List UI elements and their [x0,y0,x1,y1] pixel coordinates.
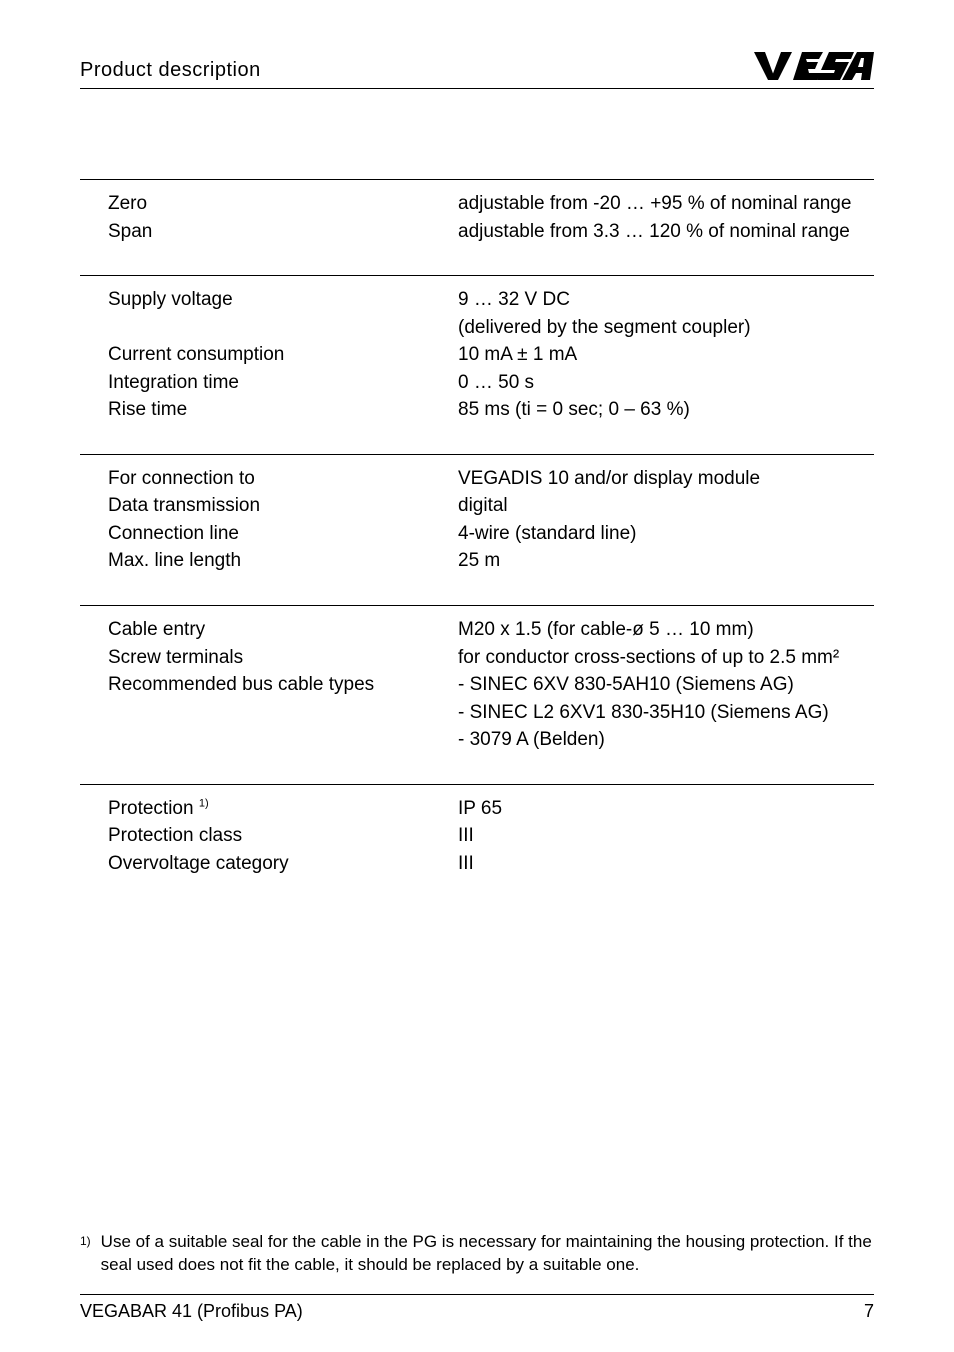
spec-row: Data transmissiondigital [108,492,874,520]
spec-value: 4-wire (standard line) [458,520,874,548]
spec-value: VEGADIS 10 and/or display module [458,465,874,493]
spec-row: Protection 1)IP 65 [108,795,874,823]
spec-label: Supply voltage [108,286,458,314]
spec-label: Screw terminals [108,644,458,672]
spec-row: Screw terminalsfor conductor cross-secti… [108,644,874,672]
spec-label [108,314,458,342]
spec-label: Current consumption [108,341,458,369]
spec-label [108,699,458,727]
spec-label: For connection to [108,465,458,493]
spec-label: Connection line [108,520,458,548]
spec-label: Rise time [108,396,458,424]
spec-value: adjustable from -20 … +95 % of nominal r… [458,190,874,218]
spec-sections: Zeroadjustable from -20 … +95 % of nomin… [80,179,874,907]
spec-row: - 3079 A (Belden) [108,726,874,754]
footnote: 1) Use of a suitable seal for the cable … [80,1231,874,1277]
spec-label: Protection 1) [108,795,458,823]
spec-section: For connection toVEGADIS 10 and/or displ… [80,454,874,605]
header-title: Product description [80,59,261,82]
spec-row: Connection line4-wire (standard line) [108,520,874,548]
spec-value: 0 … 50 s [458,369,874,397]
spec-row: Protection classIII [108,822,874,850]
spec-row: Rise time85 ms (ti = 0 sec; 0 – 63 %) [108,396,874,424]
spec-label: Span [108,218,458,246]
spec-value: adjustable from 3.3 … 120 % of nominal r… [458,218,874,246]
footer-left: VEGABAR 41 (Profibus PA) [80,1301,303,1322]
spec-value: III [458,850,874,878]
spec-value: 10 mA ± 1 mA [458,341,874,369]
spec-label: Recommended bus cable types [108,671,458,699]
footnote-area: 1) Use of a suitable seal for the cable … [80,1231,874,1277]
footer-page-number: 7 [864,1301,874,1322]
spec-row: Current consumption10 mA ± 1 mA [108,341,874,369]
spec-row: For connection toVEGADIS 10 and/or displ… [108,465,874,493]
spec-row: Spanadjustable from 3.3 … 120 % of nomin… [108,218,874,246]
spec-row: (delivered by the segment coupler) [108,314,874,342]
spec-value: - 3079 A (Belden) [458,726,874,754]
spec-label-sup: 1) [199,797,209,809]
spec-row: Supply voltage9 … 32 V DC [108,286,874,314]
spec-section: Cable entryM20 x 1.5 (for cable-ø 5 … 10… [80,605,874,784]
page-footer: VEGABAR 41 (Profibus PA) 7 [80,1294,874,1322]
document-page: Product description Zeroadjustable from … [0,0,954,1352]
footnote-marker: 1) [80,1233,91,1277]
spec-section: Supply voltage9 … 32 V DC(delivered by t… [80,275,874,454]
spec-value: IP 65 [458,795,874,823]
spec-label: Overvoltage category [108,850,458,878]
spec-row: Cable entryM20 x 1.5 (for cable-ø 5 … 10… [108,616,874,644]
spec-row: Max. line length25 m [108,547,874,575]
spec-section: Zeroadjustable from -20 … +95 % of nomin… [80,179,874,275]
page-header: Product description [80,50,874,89]
footnote-text: Use of a suitable seal for the cable in … [101,1231,874,1277]
spec-value: digital [458,492,874,520]
vega-logo [754,50,874,82]
spec-label: Cable entry [108,616,458,644]
spec-value: - SINEC 6XV 830-5AH10 (Siemens AG) [458,671,874,699]
spec-label: Zero [108,190,458,218]
spec-label: Data transmission [108,492,458,520]
spec-row: Overvoltage categoryIII [108,850,874,878]
spec-row: - SINEC L2 6XV1 830-35H10 (Siemens AG) [108,699,874,727]
spec-label [108,726,458,754]
spec-label: Max. line length [108,547,458,575]
spec-section: Protection 1)IP 65Protection classIIIOve… [80,784,874,908]
spec-value: (delivered by the segment coupler) [458,314,874,342]
spec-value: 9 … 32 V DC [458,286,874,314]
spec-row: Integration time0 … 50 s [108,369,874,397]
spec-label: Integration time [108,369,458,397]
spec-row: Zeroadjustable from -20 … +95 % of nomin… [108,190,874,218]
spec-value: III [458,822,874,850]
spec-label: Protection class [108,822,458,850]
spec-row: Recommended bus cable types- SINEC 6XV 8… [108,671,874,699]
spec-value: 85 ms (ti = 0 sec; 0 – 63 %) [458,396,874,424]
spec-value: 25 m [458,547,874,575]
spec-value: for conductor cross-sections of up to 2.… [458,644,874,672]
spec-value: - SINEC L2 6XV1 830-35H10 (Siemens AG) [458,699,874,727]
spec-value: M20 x 1.5 (for cable-ø 5 … 10 mm) [458,616,874,644]
